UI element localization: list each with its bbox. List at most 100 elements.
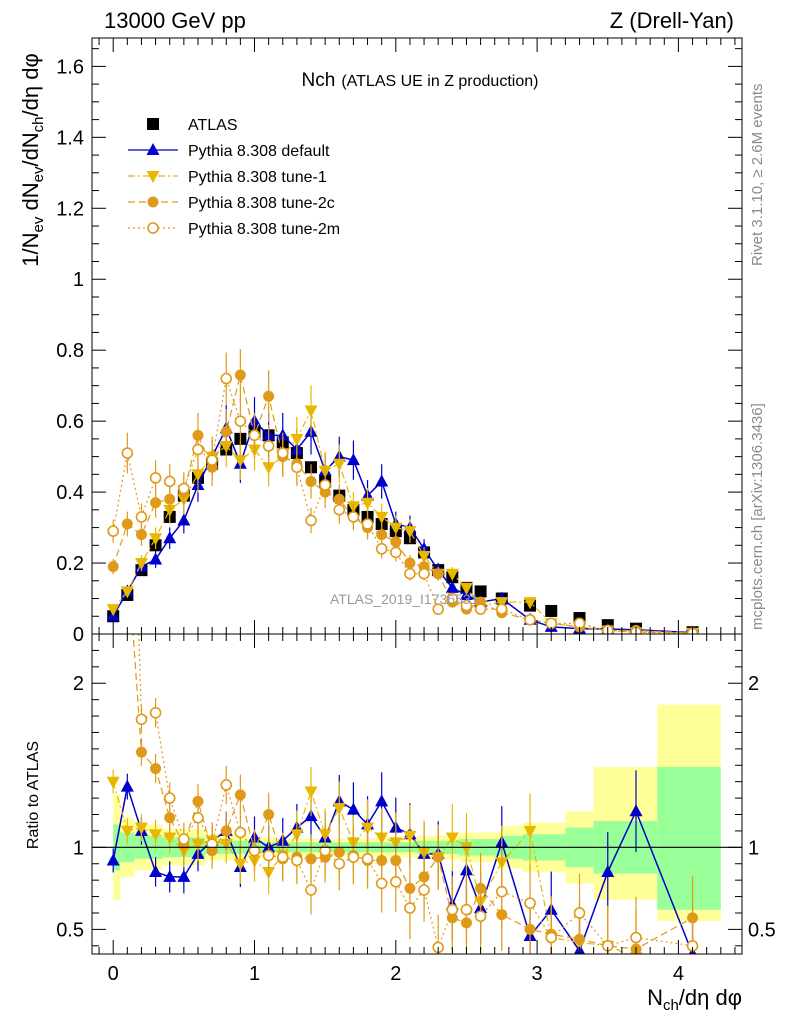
- data-point: [163, 475, 176, 488]
- side-rivet: Rivet 3.1.10, ≥ 2.6M events: [749, 84, 766, 267]
- data-point: [134, 558, 148, 571]
- x-tick-label: 2: [390, 963, 401, 985]
- ratio-point: [164, 812, 176, 824]
- data-point: [417, 550, 431, 563]
- ratio-frame: [91, 633, 743, 955]
- ratio-point: [390, 875, 402, 888]
- ratio-point: [263, 809, 275, 821]
- y-tick-label: 1.2: [56, 198, 84, 220]
- ratio-point: [178, 833, 190, 845]
- data-point: [248, 429, 261, 442]
- legend-marker: [147, 118, 159, 130]
- data-point: [220, 372, 233, 385]
- data-point: [347, 511, 360, 523]
- ratio-point: [163, 869, 177, 882]
- ratio-point: [573, 907, 586, 919]
- header-left: 13000 GeV pp: [104, 8, 246, 33]
- ratio-point: [234, 826, 247, 839]
- y-tick-label: 1.6: [56, 56, 84, 78]
- ratio-point: [150, 763, 162, 775]
- ratio-point: [418, 884, 430, 896]
- ratio-point: [149, 706, 162, 719]
- ratio-point: [361, 822, 375, 835]
- ratio-point: [495, 885, 508, 898]
- data-point: [305, 514, 317, 527]
- y-tick-label: 0.2: [56, 553, 84, 575]
- ratio-y-tick-label: 1: [73, 837, 84, 859]
- x-tick-label: 4: [673, 963, 684, 985]
- y-axis-label-main: 1/Nev dNev/dNch/dη dφ: [18, 53, 47, 266]
- data-point: [163, 531, 177, 544]
- y-tick-label: 1.4: [56, 127, 84, 149]
- ratio-line-0: [112, 786, 694, 954]
- ratio-point: [163, 832, 177, 845]
- ratio-point: [347, 851, 360, 863]
- data-point: [376, 529, 388, 541]
- ratio-point: [149, 829, 163, 842]
- ratio-point: [149, 864, 163, 877]
- data-point: [404, 557, 416, 569]
- ratio-point: [120, 825, 134, 838]
- data-point: [234, 369, 246, 381]
- y-tick-label: 1: [73, 269, 84, 291]
- data-point: [573, 617, 586, 630]
- x-tick-label: 1: [249, 963, 260, 985]
- data-point: [135, 529, 147, 541]
- ratio-point: [206, 838, 218, 850]
- data-point: [177, 513, 191, 526]
- y-tick-label: 0.8: [56, 340, 84, 362]
- watermark: ATLAS_2019_I1736531: [330, 591, 479, 607]
- data-point: [276, 447, 289, 459]
- ratio-point: [524, 897, 536, 909]
- ratio-point: [601, 864, 615, 877]
- data-point: [474, 585, 487, 598]
- data-point: [333, 504, 346, 516]
- ratio-point: [305, 884, 317, 896]
- ratio-point: [629, 804, 643, 817]
- data-point: [432, 568, 444, 580]
- legend-marker: [146, 171, 160, 183]
- data-point: [291, 461, 303, 474]
- data-point: [107, 561, 119, 573]
- ratio-point: [262, 849, 275, 862]
- data-point: [375, 511, 389, 524]
- ratio-point: [106, 853, 120, 866]
- series-line-2: [112, 408, 693, 634]
- data-point: [361, 518, 374, 530]
- data-point: [459, 582, 473, 595]
- ratio-y-tick-label: 0.5: [56, 919, 84, 941]
- data-point: [319, 479, 331, 491]
- data-point: [390, 536, 402, 548]
- data-point: [524, 614, 536, 626]
- data-point: [545, 617, 558, 630]
- data-point: [545, 604, 558, 617]
- ratio-point: [234, 789, 246, 801]
- ratio-point: [404, 902, 416, 914]
- data-point: [220, 426, 232, 438]
- ratio-point: [346, 802, 360, 815]
- data-point: [305, 475, 317, 487]
- data-point: [474, 603, 487, 615]
- ratio-point: [220, 825, 232, 837]
- ratio-point: [686, 957, 699, 969]
- legend-label: Pythia 8.308 tune-1: [188, 169, 327, 186]
- data-point: [191, 469, 205, 482]
- ratio-point: [545, 931, 558, 944]
- data-point: [446, 592, 459, 605]
- ratio-point: [460, 903, 473, 916]
- data-point: [178, 482, 190, 495]
- data-point: [418, 567, 430, 580]
- data-point: [164, 493, 176, 505]
- ratio-point: [248, 844, 261, 857]
- ratio-point: [403, 830, 417, 843]
- data-point: [304, 405, 318, 418]
- x-axis-label: Nch/dη dφ: [647, 985, 742, 1014]
- ratio-point: [630, 931, 642, 944]
- ratio-point: [106, 776, 120, 789]
- data-point: [495, 597, 509, 610]
- ratio-point: [333, 857, 346, 870]
- ratio-point: [459, 842, 473, 855]
- ratio-point: [220, 779, 233, 791]
- ratio-point: [375, 794, 389, 807]
- ratio-point: [291, 854, 303, 867]
